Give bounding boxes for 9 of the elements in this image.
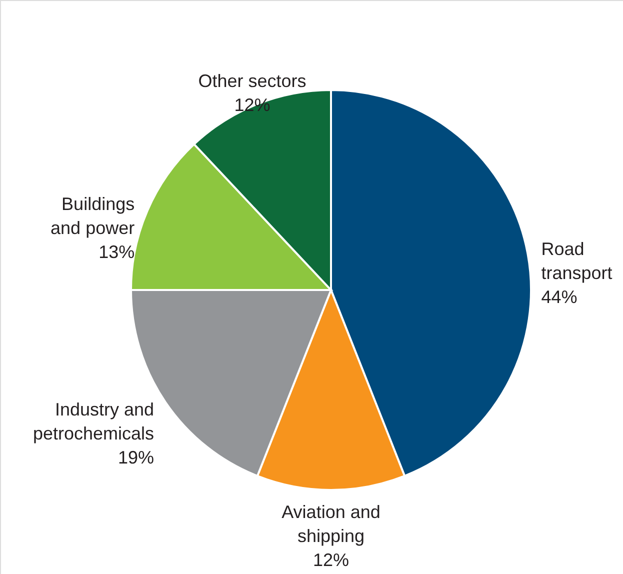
data-label: 13%	[98, 242, 135, 262]
slice-label: Buildings and power	[50, 194, 135, 238]
slice-label: Aviation and shipping	[282, 502, 380, 546]
data-label: 44%	[541, 286, 578, 307]
slice-label: Other sectors	[198, 71, 306, 92]
slice-label: Industry and petrochemicals	[32, 399, 154, 444]
data-label: 19%	[118, 447, 154, 468]
slice-label: Road transport	[541, 238, 612, 283]
data-label: 12%	[312, 550, 350, 570]
